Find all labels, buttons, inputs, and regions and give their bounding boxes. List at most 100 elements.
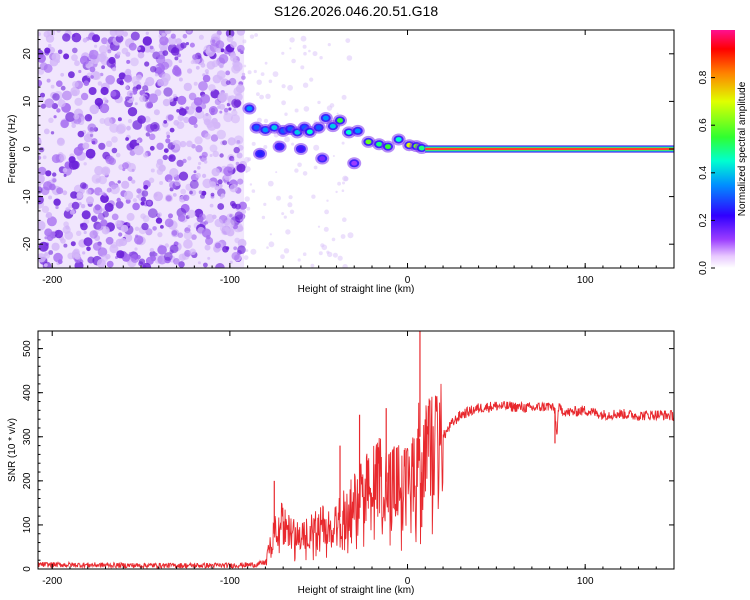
noise-speckle <box>243 255 249 260</box>
noise-speckle <box>230 52 237 59</box>
noise-speckle <box>229 260 233 264</box>
noise-speckle <box>149 247 155 253</box>
noise-speckle <box>188 92 197 101</box>
noise-speckle <box>259 94 264 100</box>
noise-speckle <box>52 178 57 183</box>
noise-speckle <box>266 246 269 249</box>
figure-title: S126.2026.046.20.51.G18 <box>274 3 438 19</box>
noise-speckle <box>90 75 94 79</box>
noise-speckle <box>53 198 61 206</box>
noise-speckle <box>141 190 149 197</box>
y-tick-label: -20 <box>22 237 33 252</box>
noise-speckle <box>116 197 121 203</box>
noise-speckle <box>225 246 230 250</box>
colorbar-tick-label: 0.2 <box>698 213 709 227</box>
noise-speckle <box>178 108 187 116</box>
noise-speckle <box>81 116 86 121</box>
noise-speckle <box>347 232 354 239</box>
noise-speckle <box>226 35 234 43</box>
noise-speckle <box>65 112 76 122</box>
y-tick-label: 100 <box>22 516 33 533</box>
noise-speckle <box>83 80 90 86</box>
noise-speckle <box>303 51 307 56</box>
noise-speckle <box>53 115 57 119</box>
noise-speckle <box>234 237 240 244</box>
x-tick-label: -200 <box>42 275 62 286</box>
noise-speckle <box>275 171 278 174</box>
noise-speckle <box>122 162 129 170</box>
noise-speckle <box>168 213 173 219</box>
noise-speckle <box>110 90 117 97</box>
noise-speckle <box>312 51 318 57</box>
noise-speckle <box>150 168 155 173</box>
noise-speckle <box>71 201 80 210</box>
noise-speckle <box>57 137 65 145</box>
noise-speckle <box>93 204 103 215</box>
noise-speckle <box>150 66 157 73</box>
noise-speckle <box>245 170 248 174</box>
noise-speckle <box>233 135 244 145</box>
noise-speckle <box>121 180 130 189</box>
noise-speckle <box>49 183 56 191</box>
noise-speckle <box>81 210 91 220</box>
noise-speckle <box>172 141 177 146</box>
noise-speckle <box>263 118 269 124</box>
y-tick-label: 0 <box>22 566 33 572</box>
noise-speckle <box>223 112 233 123</box>
noise-speckle <box>142 262 152 268</box>
noise-speckle <box>54 229 64 239</box>
snr-plot-area <box>38 331 674 569</box>
noise-speckle <box>186 140 193 148</box>
noise-speckle <box>44 98 55 108</box>
noise-speckle <box>169 127 175 133</box>
noise-speckle <box>72 47 78 54</box>
noise-speckle <box>126 125 131 131</box>
noise-speckle <box>215 123 220 128</box>
noise-speckle <box>217 179 223 185</box>
noise-speckle <box>134 226 140 231</box>
noise-speckle <box>189 42 195 48</box>
noise-speckle <box>100 51 107 59</box>
x-tick-label: -100 <box>220 576 240 587</box>
noise-speckle <box>288 195 293 200</box>
noise-speckle <box>148 177 155 184</box>
noise-speckle <box>71 54 78 62</box>
noise-speckle <box>229 184 238 193</box>
noise-speckle <box>47 43 52 48</box>
noise-speckle <box>62 168 68 173</box>
noise-speckle <box>195 65 200 70</box>
noise-speckle <box>62 190 68 196</box>
noise-speckle <box>139 95 146 103</box>
noise-speckle <box>38 96 44 103</box>
noise-speckle <box>70 241 76 247</box>
noise-speckle <box>193 97 203 106</box>
noise-speckle <box>241 209 247 215</box>
noise-speckle <box>208 106 218 115</box>
noise-speckle <box>140 201 145 206</box>
noise-speckle <box>341 141 345 145</box>
snr-panel: -200 -100 0 100 0 100 200 300 400 500 Height of s… <box>7 330 675 596</box>
noise-speckle <box>225 70 231 76</box>
noise-speckle <box>313 165 318 170</box>
noise-speckle <box>102 97 108 102</box>
noise-speckle <box>268 79 273 84</box>
noise-speckle <box>281 51 285 55</box>
noise-speckle <box>176 109 180 113</box>
noise-speckle <box>38 147 45 153</box>
noise-speckle <box>130 31 140 41</box>
colorbar-tick-label: 0.6 <box>698 118 709 132</box>
noise-speckle <box>124 74 132 83</box>
noise-speckle <box>115 34 124 43</box>
snr-series-line <box>38 383 674 569</box>
noise-speckle <box>209 203 214 208</box>
noise-speckle <box>115 238 124 247</box>
noise-speckle <box>58 154 67 162</box>
noise-speckle <box>71 32 82 43</box>
colorbar-label: Normalized spectral amplitude <box>737 81 748 216</box>
snr-axes: -200 -100 0 100 0 100 200 300 400 500 <box>22 330 675 587</box>
noise-speckle <box>109 123 119 133</box>
noise-speckle <box>137 51 145 59</box>
noise-speckle <box>112 67 117 72</box>
noise-speckle <box>38 241 49 252</box>
y-tick-label: 10 <box>22 95 33 107</box>
